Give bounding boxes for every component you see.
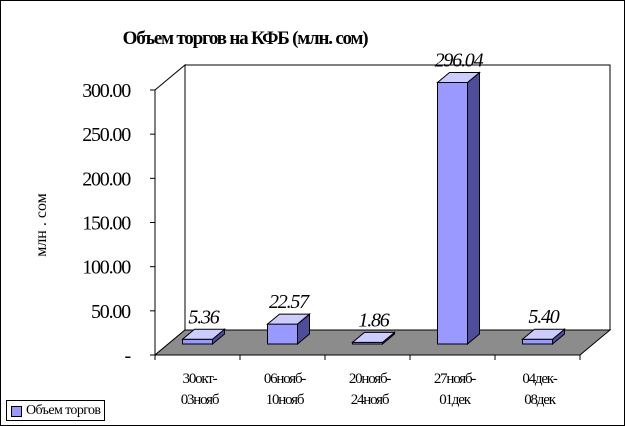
bar-top [181, 328, 226, 340]
side-wall [154, 63, 186, 357]
bar-side [467, 71, 480, 346]
bar-front [182, 338, 213, 345]
data-label: 5.40 [528, 306, 559, 328]
y-tick-label: 300.00 [82, 80, 131, 102]
x-tick-label: 20нояб- 24нояб [349, 371, 392, 408]
bar-top [436, 71, 481, 83]
data-label: 296.04 [435, 49, 484, 71]
x-tick-label-line: 20нояб- [349, 371, 392, 387]
x-tick-label-line: 10нояб [266, 392, 305, 408]
legend-label: Объем торгов [26, 403, 101, 418]
x-tick-label-line: 01дек [439, 392, 471, 408]
x-tick-label-line: 27нояб- [434, 371, 477, 387]
y-tick-label: 100.00 [82, 257, 131, 279]
data-label: 5.36 [188, 306, 219, 328]
y-tick-label: - [125, 345, 131, 367]
y-tick-label: 200.00 [82, 168, 131, 190]
bar-front [437, 81, 468, 345]
bar-front [267, 323, 298, 345]
legend: Объем торгов [6, 400, 106, 421]
x-tick-label-line: 03нояб [181, 392, 220, 408]
chart-title: Объем торгов на КФБ (млн. сом) [123, 28, 369, 49]
back-wall [184, 64, 611, 331]
legend-swatch-icon [11, 405, 22, 417]
data-label: 1.86 [358, 309, 389, 331]
bar-top [351, 331, 396, 343]
y-tick-label: 50.00 [91, 301, 131, 323]
y-axis-label: млн . сом [33, 193, 50, 257]
x-tick-label: 27нояб- 01дек [434, 371, 477, 408]
y-tick-label: 250.00 [82, 124, 131, 146]
x-tick-label: 06нояб- 10нояб [264, 371, 307, 408]
x-tick-label-line: 04дек- [522, 371, 558, 387]
x-tick-label: 30окт- 03нояб [181, 371, 220, 408]
x-tick-label-line: 08дек [524, 392, 556, 408]
data-label: 22.57 [269, 291, 310, 313]
bar-front [522, 338, 553, 345]
x-tick-label: 04дек- 08дек [522, 371, 558, 408]
x-tick-label-line: 24нояб [351, 392, 390, 408]
x-tick-label-line: 30окт- [183, 371, 218, 387]
x-tick-label-line: 06нояб- [264, 371, 307, 387]
y-tick-label: 150.00 [82, 213, 131, 235]
bar-top [521, 328, 566, 340]
bar-top [266, 313, 311, 325]
